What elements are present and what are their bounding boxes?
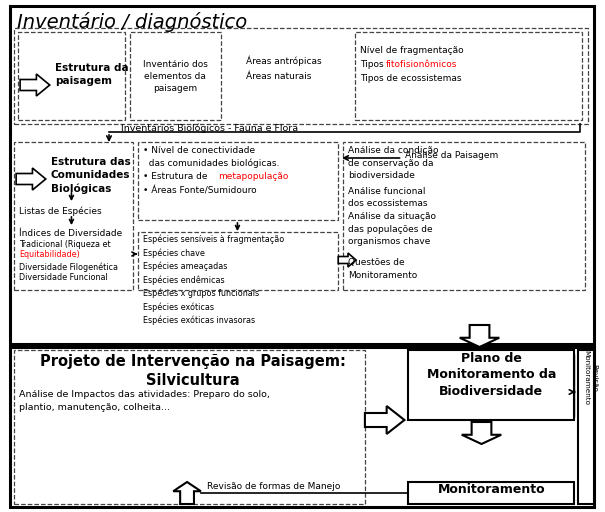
Text: Diversidade Filogenética: Diversidade Filogenética — [19, 262, 118, 271]
Bar — [408, 482, 574, 504]
Text: Análise da condição
de conservação da
biodiversidade: Análise da condição de conservação da bi… — [348, 146, 439, 180]
Text: fitofisionômicos: fitofisionômicos — [385, 60, 457, 69]
Text: Listas de Espécies: Listas de Espécies — [19, 206, 102, 216]
Bar — [355, 32, 582, 120]
Polygon shape — [365, 406, 404, 434]
Text: Nível de fragmentação: Nível de fragmentação — [360, 46, 463, 55]
Polygon shape — [462, 422, 502, 444]
Text: Análise de Impactos das atividades: Preparo do solo,
plantio, manutenção, colhei: Análise de Impactos das atividades: Prep… — [19, 390, 270, 412]
Bar — [14, 28, 588, 124]
Bar — [10, 6, 594, 344]
Bar — [138, 232, 338, 290]
Text: Análise da Paisagem: Análise da Paisagem — [405, 152, 499, 160]
Text: • Áreas Fonte/Sumidouro: • Áreas Fonte/Sumidouro — [143, 187, 257, 196]
Text: Diversidade Funcional: Diversidade Funcional — [19, 273, 108, 282]
Text: • Estrutura de: • Estrutura de — [143, 172, 210, 181]
Polygon shape — [460, 325, 499, 347]
Text: Análise da situação
das populações de
organismos chave: Análise da situação das populações de or… — [348, 212, 436, 246]
Text: Estrutura da
paisagem: Estrutura da paisagem — [54, 63, 128, 86]
Text: Tradicional (Riqueza et: Tradicional (Riqueza et — [19, 240, 111, 249]
Text: Plano de
Monitoramento da
Biodiversidade: Plano de Monitoramento da Biodiversidade — [427, 352, 556, 398]
Bar — [14, 350, 365, 504]
Bar — [18, 32, 125, 120]
Polygon shape — [16, 168, 46, 190]
Text: Estrutura das
Comunidades
Biológicas: Estrutura das Comunidades Biológicas — [51, 157, 131, 194]
Bar — [10, 347, 594, 507]
Text: Inventários Biológicos - Fauna e Flora: Inventários Biológicos - Fauna e Flora — [121, 123, 298, 133]
Bar — [138, 142, 338, 220]
Text: Monitoramento: Monitoramento — [437, 483, 545, 496]
Bar — [14, 142, 132, 290]
Text: Inventário dos
elementos da
paisagem: Inventário dos elementos da paisagem — [143, 60, 208, 93]
Text: Equitabilidade): Equitabilidade) — [19, 250, 80, 259]
Bar — [343, 142, 585, 290]
Text: Áreas naturais: Áreas naturais — [246, 72, 312, 81]
Polygon shape — [20, 74, 50, 96]
Polygon shape — [338, 253, 356, 267]
Text: Índices de Diversidade: Índices de Diversidade — [19, 229, 122, 238]
Text: Análise funcional
dos ecossistemas: Análise funcional dos ecossistemas — [348, 187, 428, 208]
Bar — [129, 32, 221, 120]
Bar — [578, 350, 594, 504]
Text: • Nível de conectividade
  das comunidades biológicas.: • Nível de conectividade das comunidades… — [143, 146, 279, 168]
Text: metapopulação: metapopulação — [218, 172, 288, 181]
Polygon shape — [173, 482, 201, 504]
Text: Tipos: Tipos — [360, 60, 387, 69]
Text: Projeto de Intervenção na Paisagem:
Silvicultura: Projeto de Intervenção na Paisagem: Silv… — [40, 354, 346, 388]
Text: Inventário / diagnóstico: Inventário / diagnóstico — [17, 12, 247, 32]
Text: Questões de
Monitoramento: Questões de Monitoramento — [348, 258, 417, 280]
Text: Tipos de ecossistemas: Tipos de ecossistemas — [360, 74, 462, 83]
Text: Revisão
Monitoramento: Revisão Monitoramento — [583, 350, 597, 405]
Bar — [408, 350, 574, 420]
Text: Revisão de formas de Manejo: Revisão de formas de Manejo — [207, 482, 340, 491]
Text: Áreas antrópicas: Áreas antrópicas — [246, 56, 322, 67]
Text: Espécies sensíveis à fragmentação
Espécies chave
Espécies ameaçadas
Espécies end: Espécies sensíveis à fragmentação Espéci… — [143, 235, 284, 325]
